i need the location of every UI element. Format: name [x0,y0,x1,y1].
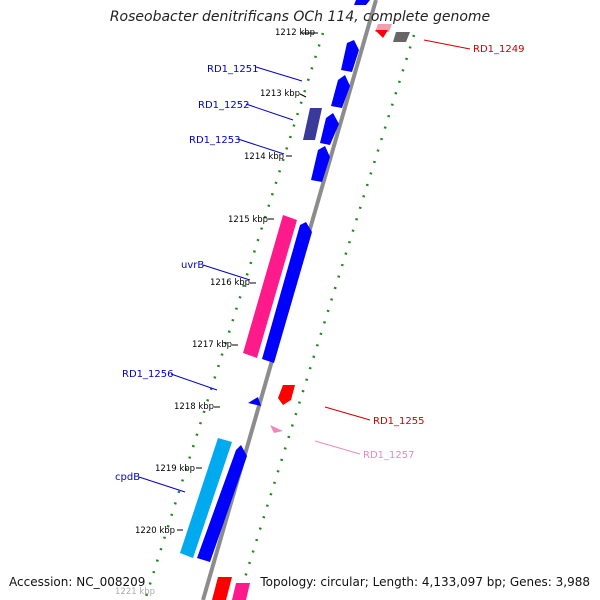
feature-uvrB [262,222,312,363]
tick-label-1219: 1219 kbp [155,464,195,474]
feature-rd1-1257 [270,425,283,433]
feature-rd1-1256 [248,397,261,406]
outer-dotted-track [236,34,416,600]
map-title: Roseobacter denitrificans OCh 114, compl… [109,9,491,25]
feature-top-blue [354,0,370,5]
tick-label-1216: 1216 kbp [210,278,250,288]
feature-rd1-1251 [341,40,359,72]
tick-label-1217: 1217 kbp [192,340,232,350]
feature-rd1-1249-gray [393,32,410,42]
inner-dotted-track [143,32,325,600]
tick-label-1214: 1214 kbp [244,152,284,162]
feature-bottom-red [212,577,232,600]
feature-rd1-1252-dark [303,108,322,140]
feature-uvrB-magenta [243,215,297,358]
feature-rd1-1252 [320,113,339,145]
gene-leaders [138,39,471,493]
tick-label-1220: 1220 kbp [135,526,175,536]
gene-label-rd1-1249[interactable]: RD1_1249 [473,44,524,55]
feature-cpdB [197,445,247,562]
gene-label-rd1-1256[interactable]: RD1_1256 [122,369,173,380]
feature-bottom-magenta [232,583,250,600]
gene-label-rd1-1255[interactable]: RD1_1255 [373,416,424,427]
feature-cpdB-cyan [180,438,232,558]
gene-label-cpdB[interactable]: cpdB [115,472,140,483]
feature-rd1-1255 [278,385,295,405]
gene-label-rd1-1251[interactable]: RD1_1251 [207,64,258,75]
reverse-features [212,24,410,600]
tick-label-1221: 1221 kbp [115,587,155,597]
genome-summary-text: Topology: circular; Length: 4,133,097 bp… [260,575,590,589]
tick-label-1213: 1213 kbp [260,89,300,99]
tick-label-1212: 1212 kbp [275,28,315,38]
feature-rd1-1251b [331,75,350,108]
tick-labels: 1212 kbp 1213 kbp 1214 kbp 1215 kbp 1216… [115,28,315,597]
gene-label-rd1-1252[interactable]: RD1_1252 [198,100,249,111]
forward-features [180,0,370,562]
gene-label-uvrB[interactable]: uvrB [181,260,204,271]
tick-label-1218: 1218 kbp [174,402,214,412]
gene-label-rd1-1257[interactable]: RD1_1257 [363,450,414,461]
tick-label-1215: 1215 kbp [228,215,268,225]
feature-rd1-1249-red [375,30,388,38]
gene-labels: RD1_1249 RD1_1251 RD1_1252 RD1_1253 uvrB… [115,44,524,483]
gene-label-rd1-1253[interactable]: RD1_1253 [189,135,240,146]
feature-rd1-1253 [311,146,330,182]
accession-text: Accession: NC_008209 [9,575,146,589]
tick-marks [177,32,318,531]
